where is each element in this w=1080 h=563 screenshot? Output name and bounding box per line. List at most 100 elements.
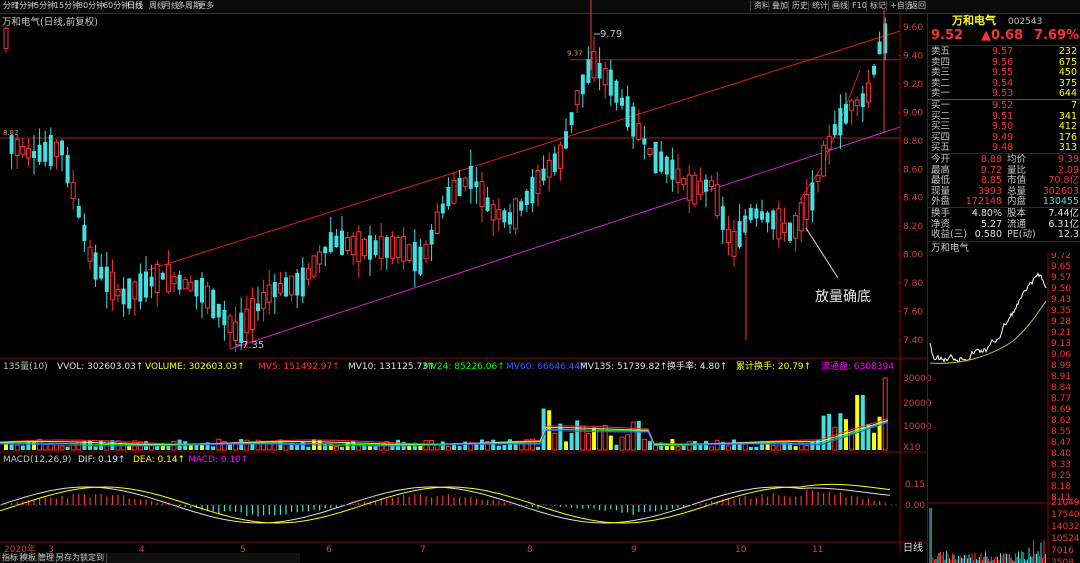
ask-price: 9.53 (992, 88, 1014, 99)
intraday-mini-chart[interactable]: 9.729.659.579.509.439.359.289.219.139.06… (928, 253, 1080, 563)
percent-change: 7.69% (1034, 28, 1080, 43)
period-tab[interactable]: 1分钟 (14, 1, 36, 10)
candle-body (642, 138, 647, 145)
stat-label: 外盘 (931, 196, 951, 207)
macd-header-value: DEA: 0.14↑ (133, 455, 186, 465)
candle-body (60, 140, 64, 156)
stat-value: 4.80% (971, 208, 1002, 219)
toolbar-button[interactable]: +自选 (886, 1, 916, 11)
ask-price: 9.54 (992, 77, 1014, 89)
channel-upper-line[interactable] (147, 30, 901, 271)
period-tab[interactable]: 多周期 (177, 1, 201, 10)
period-tab[interactable]: 月线 (163, 1, 179, 10)
candle-body (614, 80, 619, 103)
period-tab[interactable]: 分时 (3, 1, 19, 10)
indicator-tab[interactable]: 另存为 (54, 553, 83, 563)
mini-price-tick: 9.21 (1051, 328, 1071, 338)
ask-price: 9.55 (992, 67, 1014, 78)
price-tick: 9.60 (903, 23, 923, 33)
stat-value: 12.3 (1057, 229, 1079, 240)
stat-label: 总量 (1007, 185, 1027, 197)
toolbar-button[interactable]: 返回 (906, 1, 929, 11)
volume-bars[interactable] (4, 377, 888, 451)
candle-body (513, 198, 519, 230)
candle-body (530, 176, 535, 204)
mini-chart-title: 万和电气 (931, 243, 970, 254)
candlesticks[interactable] (3, 17, 888, 352)
candle-body (76, 205, 81, 218)
candle-body (754, 208, 759, 219)
candle-body (104, 266, 109, 292)
candle-body (368, 235, 372, 260)
mini-price-tick: 9.43 (1051, 295, 1071, 305)
candle-body (519, 201, 524, 211)
candle-body (872, 65, 876, 75)
candle-body (468, 165, 473, 189)
mini-price-tick: 9.13 (1051, 339, 1071, 349)
candle-body (564, 131, 568, 149)
candle-body (479, 181, 485, 208)
ask-level-label: 卖三 (931, 67, 951, 78)
candle-body (760, 211, 764, 220)
period-toolbar (0, 0, 1080, 14)
macd-line (0, 483, 891, 524)
period-tab[interactable]: 60分钟 (103, 1, 130, 10)
toolbar-button[interactable]: 画线 (828, 1, 851, 11)
candle-body (373, 240, 378, 255)
candle-body (524, 190, 529, 206)
period-tab[interactable]: 周线 (149, 1, 165, 10)
ask-volume: 675 (1058, 56, 1077, 68)
toolbar-button[interactable]: 历史 (788, 1, 811, 11)
candle-body (546, 159, 552, 178)
toolbar-button[interactable]: 资料 (750, 1, 773, 11)
volume-header-value: MV60: 66646.44↑ (506, 362, 588, 372)
stat-value: 8.88 (980, 154, 1002, 165)
indicator-tab[interactable]: 指标 (0, 553, 21, 563)
candle-body (883, 23, 888, 54)
candle-body (877, 41, 882, 55)
mini-price-tick: 8.55 (1051, 427, 1071, 437)
period-label: 日线 (903, 541, 923, 554)
candle-body (412, 241, 417, 272)
indicator-tab-bar: 指标 模板 管理 另存为 锁定到 (0, 553, 300, 563)
candle-body (14, 138, 20, 156)
period-tab[interactable]: 更多 (198, 1, 214, 10)
candle-body (647, 148, 653, 155)
candle-body (305, 268, 311, 280)
volume-header-value: MV24: 85226.06↑ (423, 362, 505, 372)
price-tick: 7.80 (903, 279, 923, 289)
period-tab[interactable]: 30分钟 (78, 1, 105, 10)
toolbar-button[interactable]: 统计 (808, 1, 831, 11)
date-tick: 10 (735, 545, 747, 555)
toolbar-button[interactable]: 叠加 (768, 1, 791, 11)
date-tick: 6 (326, 545, 332, 555)
macd-histogram[interactable] (5, 489, 886, 517)
period-tab[interactable]: 15分钟 (54, 1, 81, 10)
bid-volume: 7 (1070, 100, 1077, 111)
toolbar-button[interactable]: F10 (848, 1, 870, 11)
stat-value: 8.85 (980, 175, 1002, 186)
toolbar-button[interactable]: 标记 (866, 1, 889, 11)
stat-label: 净资 (931, 218, 951, 230)
candle-body (535, 170, 541, 195)
candle-body (720, 206, 725, 230)
channel-lower-line[interactable] (229, 126, 901, 350)
indicator-tab[interactable]: 锁定到 (78, 553, 107, 563)
mini-price-tick: 8.11 (1051, 493, 1071, 503)
candle-body (569, 112, 574, 126)
macd-tick: 0.15 (905, 480, 925, 490)
bid-level-label: 买二 (931, 110, 951, 122)
period-tab[interactable]: 日线 (127, 1, 143, 10)
mini-price-tick: 8.40 (1051, 449, 1071, 459)
candle-body (776, 208, 782, 240)
high-price-label: 9.79 (600, 29, 622, 40)
bid-level-label: 买三 (931, 121, 951, 132)
candle-body (87, 246, 93, 262)
ask-volume: 232 (1058, 46, 1077, 57)
period-tab[interactable]: 5分钟 (34, 1, 56, 10)
candle-body (865, 82, 871, 103)
indicator-tab[interactable]: 模板 (18, 553, 39, 563)
mini-volume-tick: 10524 (1051, 534, 1080, 544)
indicator-tab[interactable]: 管理 (36, 553, 57, 563)
